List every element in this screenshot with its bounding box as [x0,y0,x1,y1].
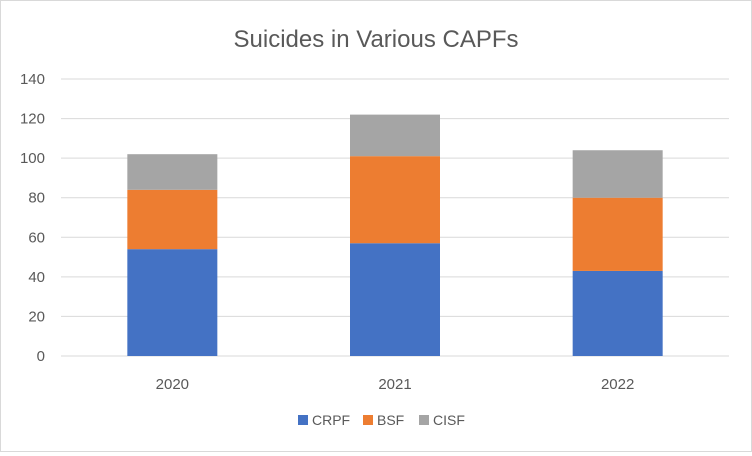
x-axis-ticks: 2020 2021 2022 [156,376,635,393]
y-axis-ticks: 0 20 40 60 80 100 120 140 [20,71,45,365]
y-tick-label: 80 [28,190,45,207]
bar-bsf-2021 [350,156,440,244]
legend-swatch-bsf [363,415,373,425]
legend-swatch-cisf [419,415,429,425]
bar-crpf-2022 [572,270,663,356]
bar-crpf-2021 [350,243,440,356]
legend-swatch-crpf [298,415,308,425]
y-tick-label: 0 [37,348,45,365]
bar-cisf-2020 [127,154,218,190]
legend-label-crpf: CRPF [312,412,350,428]
y-tick-label: 100 [20,150,45,167]
x-tick-label: 2022 [601,376,634,393]
legend: CRPF BSF CISF [298,412,465,428]
chart-title: Suicides in Various CAPFs [234,26,519,53]
bar-bsf-2022 [572,197,663,271]
bar-cisf-2022 [572,150,663,198]
y-tick-label: 120 [20,111,45,128]
x-tick-label: 2021 [378,376,411,393]
y-tick-label: 40 [28,269,45,286]
legend-label-cisf: CISF [433,412,465,428]
bar-crpf-2020 [127,249,218,356]
bar-bsf-2020 [127,189,218,250]
y-tick-label: 60 [28,229,45,246]
y-tick-label: 20 [28,308,45,325]
y-tick-label: 140 [20,71,45,88]
legend-label-bsf: BSF [377,412,404,428]
bar-cisf-2021 [350,114,440,157]
x-tick-label: 2020 [156,376,189,393]
bars [127,114,663,356]
